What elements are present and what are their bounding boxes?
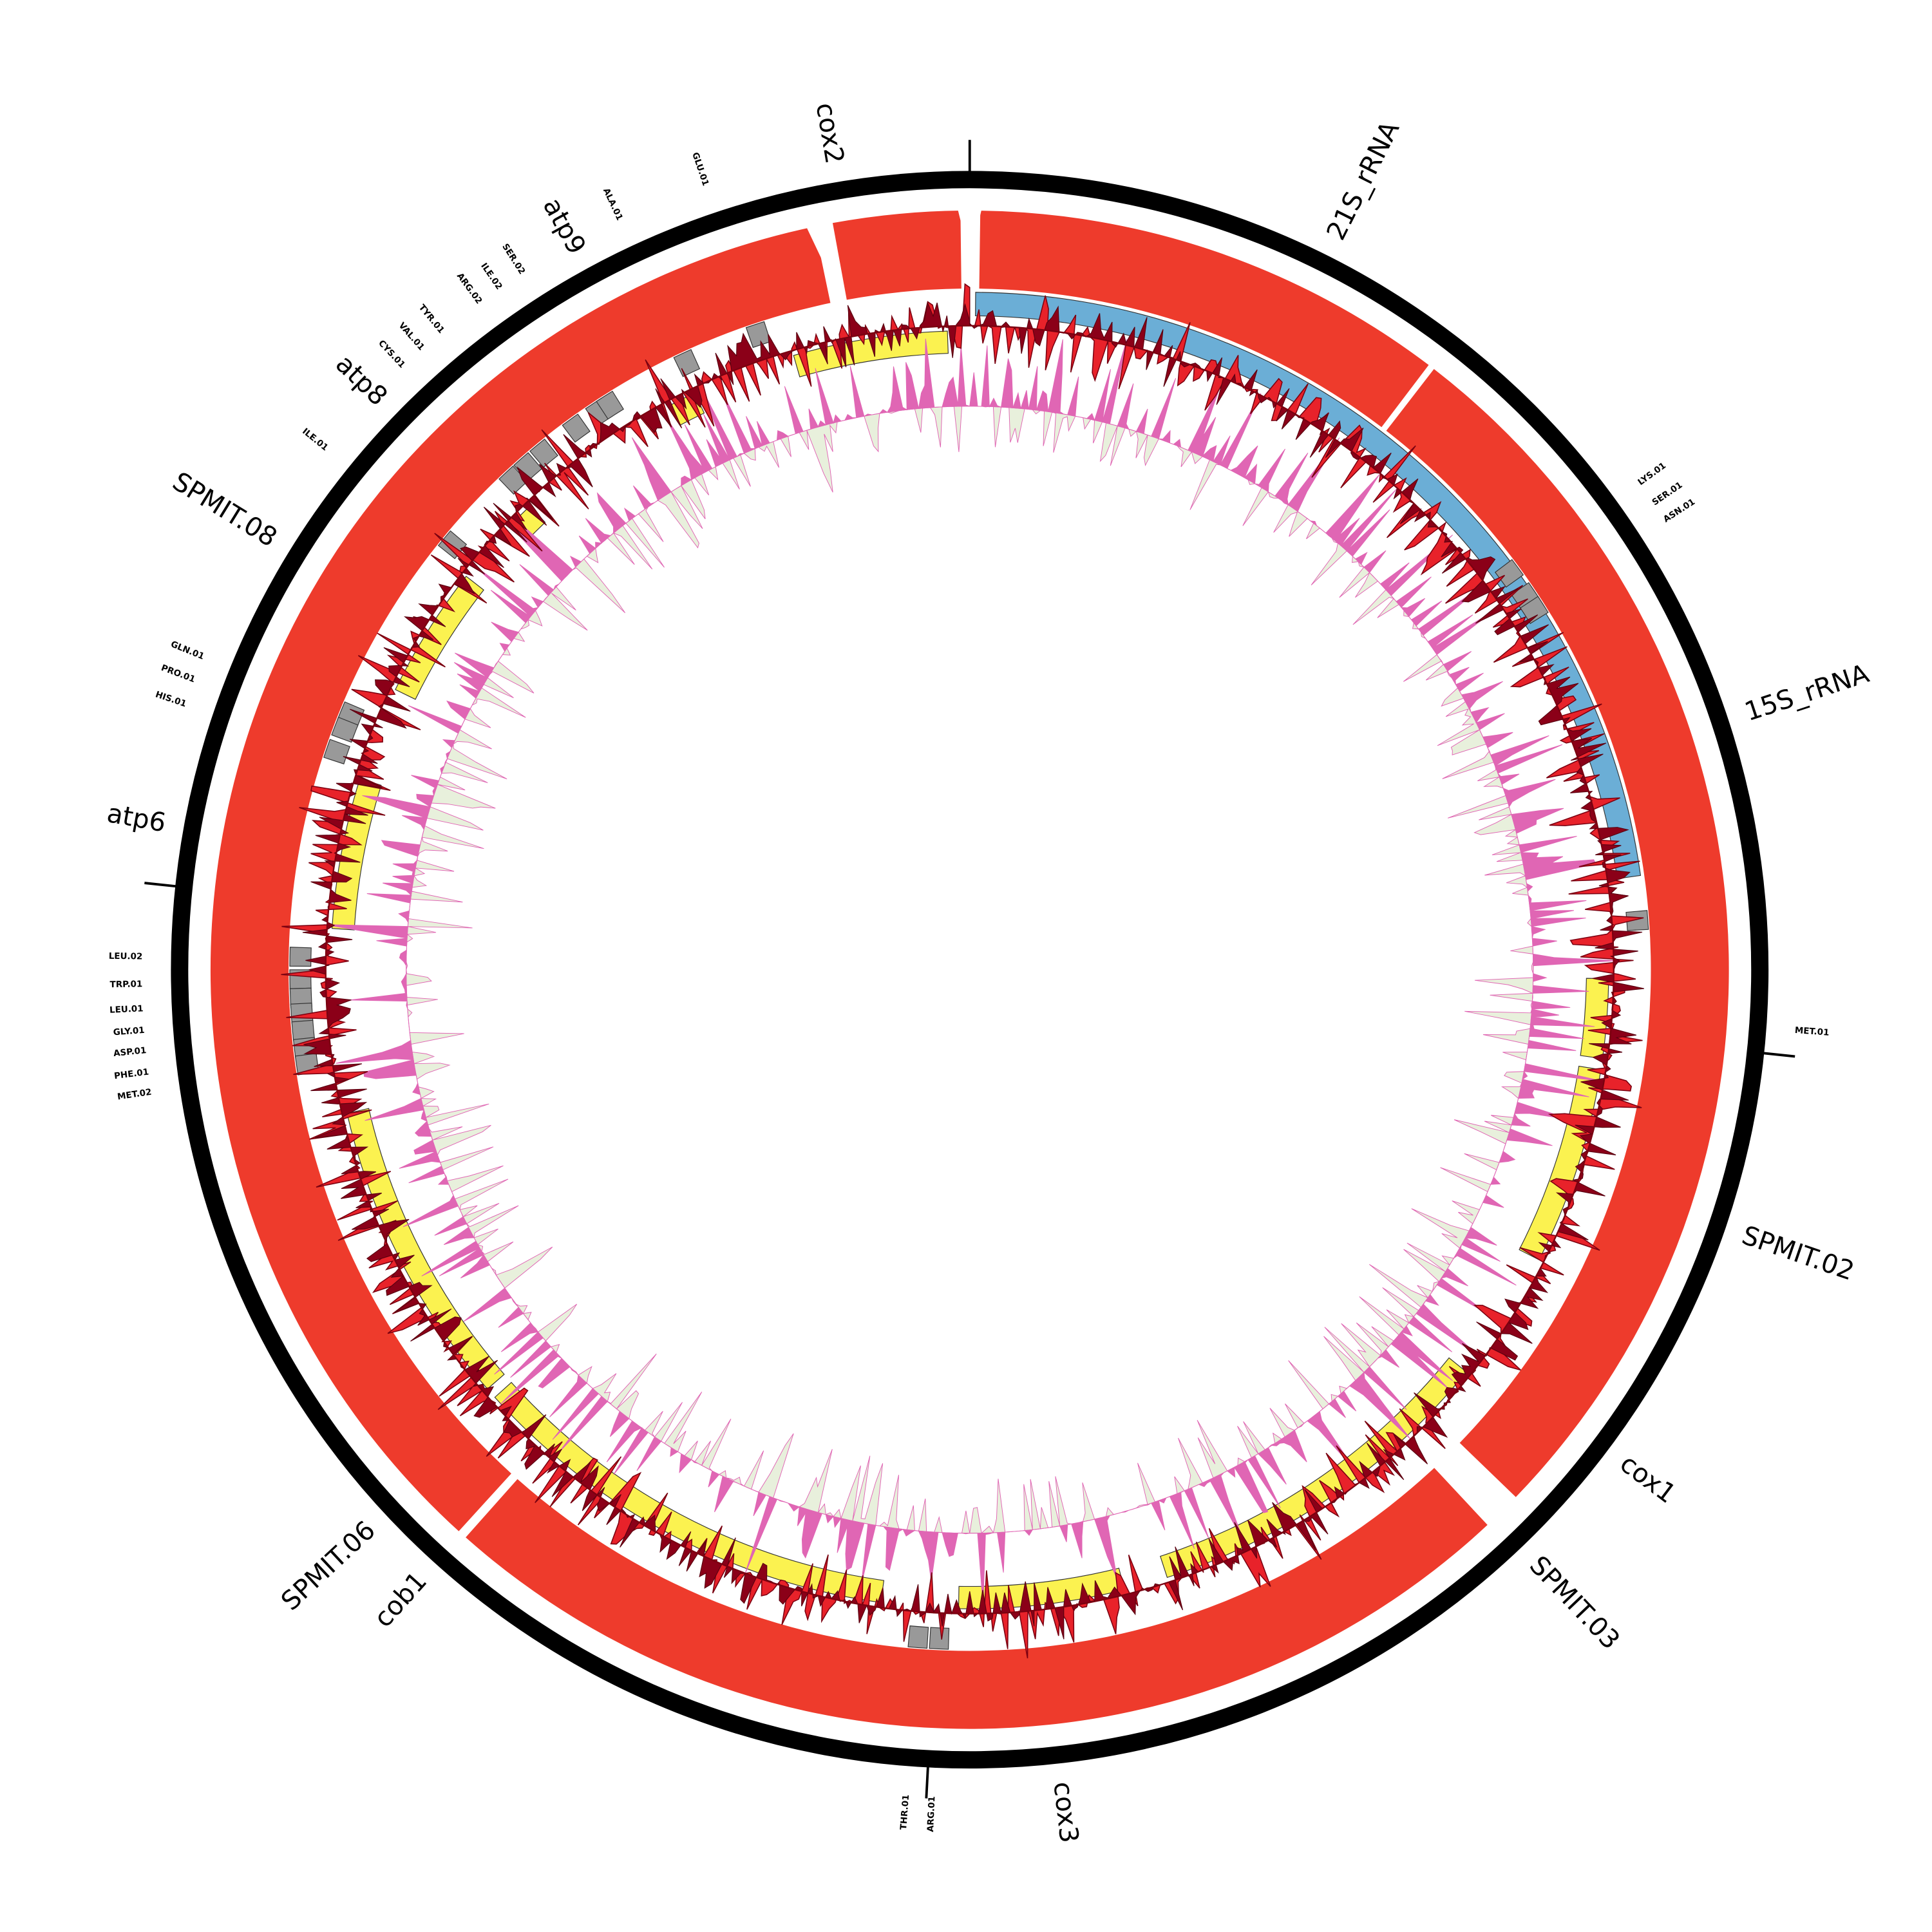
trna-block (1494, 559, 1524, 588)
trna-label: GLN.01 (169, 639, 205, 662)
tracks (281, 283, 1645, 1659)
trna-label: ARG.02 (455, 271, 484, 306)
ticks (144, 140, 1795, 1799)
skew-baseline (325, 325, 1615, 1615)
gene-label: 21S_rRNA (1321, 116, 1406, 245)
tick-mark (1757, 1051, 1795, 1058)
trna-label: TRP.01 (109, 980, 142, 990)
gene-label: SPMIT.02 (1738, 1220, 1858, 1286)
trna-block (1625, 910, 1649, 931)
trna-block (929, 1627, 950, 1650)
trna-block (529, 439, 558, 468)
trna-block (907, 1625, 929, 1649)
trna-label: ILE.01 (300, 427, 330, 453)
gene-label: cox3 (1047, 1780, 1084, 1844)
genome-segment (210, 226, 831, 1531)
trna-label: CYS.01 (376, 339, 406, 370)
trna-label: LEU.02 (109, 952, 143, 962)
genome-segment (466, 1468, 1488, 1729)
trna-label: PHE.01 (113, 1068, 149, 1082)
trna-label: MET.02 (117, 1088, 152, 1103)
backbone-ring (171, 171, 1769, 1769)
tick-mark (144, 882, 182, 889)
trna-label: THR.01 (899, 1794, 911, 1830)
gene-label: atp6 (104, 798, 168, 838)
genome-ring (210, 209, 1729, 1729)
genome-segment (979, 211, 1429, 428)
genome-segment (1386, 369, 1729, 1497)
trna-label: GLY.01 (113, 1026, 145, 1038)
trna-block (289, 947, 312, 967)
trna-label: LYS.01 (1636, 461, 1668, 488)
trna-label: PRO.01 (160, 663, 196, 685)
tick-mark (925, 1761, 930, 1799)
trna-label: LEU.01 (109, 1004, 144, 1015)
trna-label: SER.01 (1651, 480, 1685, 507)
trna-label: SER.02 (500, 242, 526, 276)
trna-block (596, 390, 624, 420)
gene-label: cob1 (368, 1566, 433, 1633)
trna-label: TYR.01 (417, 303, 446, 336)
trna-label: HIS.01 (154, 690, 187, 709)
gene-label: SPMIT.08 (167, 466, 283, 553)
gene-label: atp9 (537, 193, 592, 259)
gc-track-negative (406, 406, 1534, 1534)
gene-label: 15S_rRNA (1741, 658, 1873, 727)
trna-block (323, 739, 350, 764)
gene-label: cox1 (1615, 1448, 1681, 1510)
trna-label: ILE.02 (478, 261, 504, 292)
trna-block (291, 1019, 315, 1041)
ring-notch (958, 209, 982, 258)
trna-label: MET.01 (1794, 1026, 1830, 1038)
cds-block (346, 1108, 505, 1390)
gene-label: SPMIT.03 (1524, 1550, 1626, 1655)
trna-label: ASP.01 (113, 1046, 147, 1059)
trna-block (562, 413, 591, 443)
trna-label: ARG.01 (926, 1796, 938, 1832)
genome-segment (832, 211, 961, 300)
ring-notch (806, 222, 830, 272)
gene-label: cox2 (810, 100, 850, 166)
trna-label: VAL.01 (397, 321, 426, 352)
gc-track-positive (323, 338, 1617, 1607)
trna-label: ALA.01 (601, 187, 624, 222)
trna-label: ASN.01 (1662, 497, 1697, 525)
gene-label: SPMIT.06 (276, 1515, 381, 1616)
trna-block (745, 321, 772, 348)
trna-label: GLU.01 (690, 151, 710, 187)
gene-label: atp8 (330, 349, 393, 412)
